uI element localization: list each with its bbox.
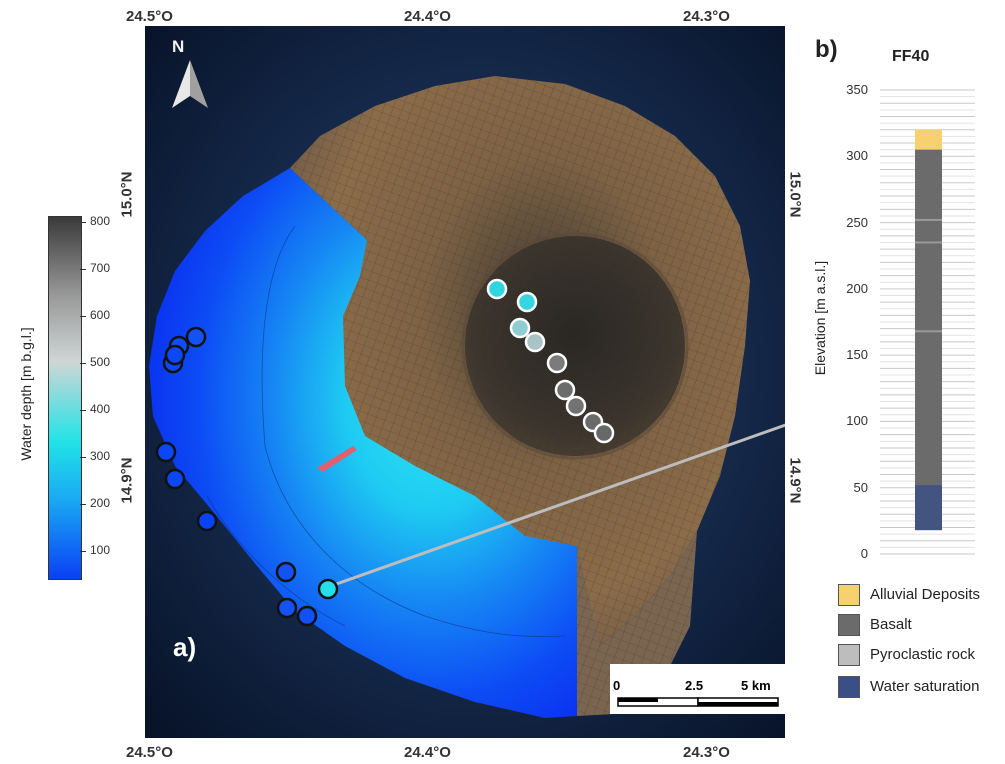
red-feature: [317, 446, 357, 472]
y-axis-label: Elevation [m a.s.l.]: [812, 260, 828, 376]
colorbar-label: Water depth [m b.g.l.]: [18, 327, 34, 461]
colorbar-tick-label: 200: [90, 496, 111, 510]
caldera-grid: [465, 236, 685, 456]
y-tick-label: 350: [846, 82, 868, 97]
map-svg: N 0 2.5 5 km a): [145, 26, 785, 738]
scale-label-2-5: 2.5: [685, 678, 703, 693]
colorbar-tickmark: [80, 363, 86, 364]
column-layers: [915, 129, 942, 531]
well-point-land[interactable]: [546, 352, 568, 374]
colorbar-tick-label: 800: [90, 214, 111, 228]
colorbar-tickmark: [80, 269, 86, 270]
lat-label-left: 14.9°N: [118, 457, 136, 504]
well-point-ff40[interactable]: [317, 578, 339, 600]
well-point-coastal[interactable]: [296, 605, 318, 627]
colorbar-tick-label: 500: [90, 355, 111, 369]
column-svg: [880, 89, 975, 555]
scale-bar: 0 2.5 5 km: [610, 664, 785, 714]
column-thin-band: [915, 218, 942, 221]
legend-swatch: [838, 614, 860, 636]
well-point-land[interactable]: [516, 291, 538, 313]
well-point-coastal[interactable]: [275, 561, 297, 583]
well-point-coastal[interactable]: [276, 597, 298, 619]
legend-swatch: [838, 584, 860, 606]
colorbar-tickmark: [80, 316, 86, 317]
lon-label-top: 24.3°O: [683, 8, 730, 25]
well-point-land[interactable]: [554, 379, 576, 401]
colorbar: [48, 216, 82, 580]
panel-a-label: a): [173, 632, 196, 662]
well-point-coastal[interactable]: [155, 441, 177, 463]
colorbar-tick-label: 400: [90, 402, 111, 416]
legend-label: Basalt: [870, 616, 912, 633]
legend-label: Alluvial Deposits: [870, 586, 981, 603]
colorbar-tick-label: 600: [90, 308, 111, 322]
column-water-saturation: [915, 485, 942, 531]
map-panel: N 0 2.5 5 km a): [145, 26, 785, 738]
y-tick-label: 0: [860, 546, 868, 561]
y-tick-label: 150: [846, 347, 868, 363]
well-point-coastal[interactable]: [196, 510, 218, 532]
column-title: FF40: [892, 48, 930, 65]
lat-label-right: 14.9°N: [786, 457, 804, 504]
well-points: [155, 278, 615, 627]
north-label: N: [172, 37, 184, 56]
well-point-coastal[interactable]: [164, 344, 186, 366]
y-tick-label: 300: [846, 148, 868, 164]
column-thin-band: [915, 241, 942, 244]
legend-label: Pyroclastic rock: [870, 646, 976, 663]
colorbar-tickmark: [80, 504, 86, 505]
island-land-south-overlay: [577, 531, 697, 716]
column-thin-band: [915, 330, 942, 333]
lat-label-left: 15.0°N: [118, 171, 136, 218]
contour-line: [206, 495, 346, 627]
well-point-land[interactable]: [509, 317, 531, 339]
colorbar-tick-label: 100: [90, 543, 111, 557]
lon-label-top: 24.5°O: [126, 8, 173, 25]
lon-label-top: 24.4°O: [404, 8, 451, 25]
colorbar-tickmark: [80, 222, 86, 223]
y-tick-label: 250: [846, 214, 868, 230]
column-layer-basalt: [915, 149, 942, 531]
lon-label-bottom: 24.3°O: [683, 744, 730, 761]
colorbar-tick-label: 700: [90, 261, 111, 275]
scale-label-5km: 5 km: [741, 678, 771, 693]
legend-swatch: [838, 644, 860, 666]
lat-label-right: 15.0°N: [786, 171, 804, 218]
lon-label-bottom: 24.5°O: [126, 744, 173, 761]
y-tick-label: 100: [846, 413, 868, 429]
well-point-land[interactable]: [565, 395, 587, 417]
well-point-land[interactable]: [486, 278, 508, 300]
legend-label: Water saturation: [870, 678, 980, 695]
north-arrow: [172, 60, 208, 108]
well-point-land[interactable]: [593, 422, 615, 444]
scale-label-0: 0: [613, 678, 620, 693]
well-point-coastal[interactable]: [164, 468, 186, 490]
caldera-rim: [461, 232, 689, 460]
lon-label-bottom: 24.4°O: [404, 744, 451, 761]
column-layer-alluvial-deposits: [915, 129, 942, 150]
y-tick-label: 200: [846, 280, 868, 296]
contour-line: [261, 225, 566, 638]
legend-swatch: [838, 676, 860, 698]
well-point-land[interactable]: [524, 331, 546, 353]
well-link-arrow: [327, 423, 785, 589]
y-tick-label: 50: [853, 479, 868, 495]
colorbar-tickmark: [80, 457, 86, 458]
colorbar-tickmark: [80, 551, 86, 552]
colorbar-tick-label: 300: [90, 449, 111, 463]
colorbar-tickmark: [80, 410, 86, 411]
panel-b-label: b): [815, 36, 838, 63]
well-point-coastal[interactable]: [185, 326, 207, 348]
